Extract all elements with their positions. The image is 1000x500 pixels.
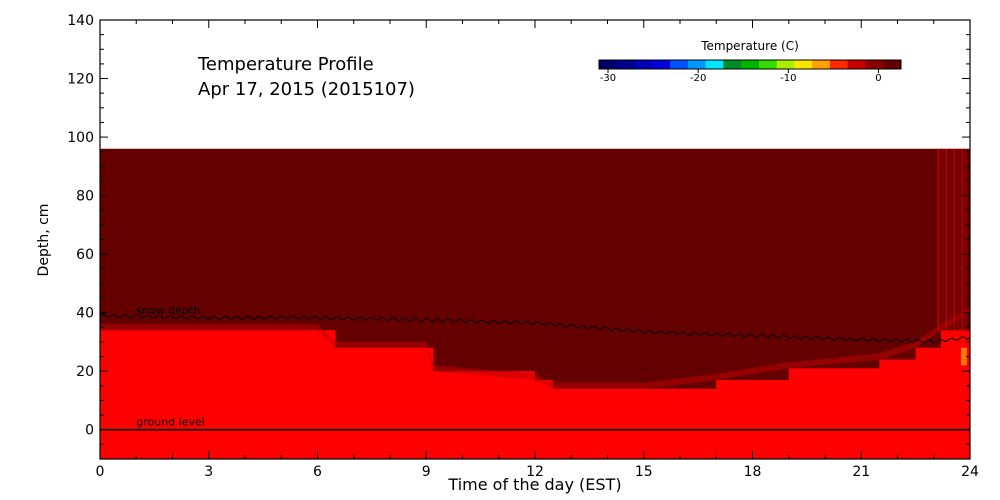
streak-warm	[960, 347, 967, 366]
streak	[953, 148, 956, 331]
colorbar-frame	[598, 59, 902, 70]
axis-ticks: 0 20 40 60 80 100 120 140 0 3 6 9 12 15 18 21 24	[67, 13, 979, 480]
y-tick-label: 80	[76, 189, 94, 205]
region-lower	[100, 312, 970, 459]
streak	[937, 148, 940, 331]
y-axis-label: Depth, cm	[36, 204, 52, 277]
colorbar-cell	[883, 60, 902, 69]
x-tick-label: 9	[422, 464, 431, 480]
x-tick-label: 3	[204, 464, 213, 480]
colorbar-cell	[634, 60, 653, 69]
colorbar-title: Temperature (C)	[700, 39, 799, 53]
y-tick-label: 100	[67, 130, 94, 146]
colorbar-cell	[794, 60, 813, 69]
x-tick-label: 15	[635, 464, 653, 480]
colorbar-cell	[599, 60, 618, 69]
chart-title: Temperature Profile	[197, 54, 374, 75]
colorbar-cell	[776, 60, 795, 69]
y-tick-label: 40	[76, 306, 94, 322]
colorbar-cell	[865, 60, 884, 69]
colorbar-ticks: -30 -20 -10 0	[600, 69, 882, 84]
colorbar-legend: Temperature (C) -30 -20 -10 0	[598, 39, 902, 84]
chart-subtitle: Apr 17, 2015 (2015107)	[198, 79, 415, 100]
region-transition	[100, 306, 970, 389]
streak	[945, 148, 948, 331]
colorbar-cell	[812, 60, 831, 69]
y-tick-label: 20	[76, 364, 94, 380]
snow-depth-annotation: snow depth	[136, 304, 200, 317]
y-tick-label: 60	[76, 247, 94, 263]
colorbar-cell	[687, 60, 707, 69]
colorbar-cell	[670, 60, 689, 69]
colorbar-cell	[705, 60, 724, 69]
streak	[941, 148, 944, 331]
x-tick-label: 24	[961, 464, 979, 480]
colorbar-cells	[598, 59, 902, 70]
colorbar-tick-label: -30	[600, 73, 616, 84]
snow-depth-line	[99, 313, 971, 344]
colorbar-tick-label: 0	[875, 73, 881, 84]
streak	[957, 148, 960, 331]
colorbar-cell	[723, 60, 742, 69]
x-axis-label: Time of the day (EST)	[447, 475, 621, 494]
colorbar-cell	[652, 60, 671, 69]
colorbar-tick-label: -10	[780, 73, 796, 84]
ground-level-annotation: ground level	[136, 415, 205, 428]
colorbar-cell	[616, 60, 636, 69]
colorbar-cell	[829, 60, 849, 69]
y-tick-label: 140	[67, 13, 94, 29]
streak	[961, 148, 964, 331]
x-tick-label: 12	[526, 464, 544, 480]
heatmap-regions	[100, 148, 970, 460]
y-tick-label: 0	[85, 423, 94, 439]
colorbar-cell	[741, 60, 760, 69]
x-tick-label: 0	[96, 464, 105, 480]
x-tick-label: 6	[313, 464, 322, 480]
colorbar-cell	[758, 60, 778, 69]
x-tick-label: 21	[852, 464, 870, 480]
x-tick-label: 18	[744, 464, 762, 480]
colorbar-cell	[847, 60, 866, 69]
y-tick-label: 120	[67, 72, 94, 88]
streak	[949, 148, 952, 331]
colorbar-tick-label: -20	[690, 73, 706, 84]
